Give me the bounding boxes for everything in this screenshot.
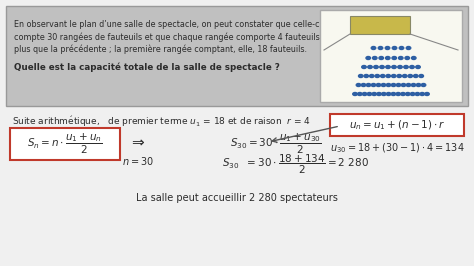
Ellipse shape [410, 93, 415, 95]
Ellipse shape [375, 74, 380, 77]
Ellipse shape [391, 93, 396, 95]
Ellipse shape [362, 65, 366, 69]
Ellipse shape [415, 93, 419, 95]
Ellipse shape [358, 74, 363, 77]
Ellipse shape [371, 84, 376, 86]
Ellipse shape [371, 47, 376, 49]
Text: compte 30 rangées de fauteuils et que chaque rangée comporte 4 fauteuils de: compte 30 rangées de fauteuils et que ch… [14, 32, 332, 41]
Ellipse shape [374, 65, 378, 69]
Ellipse shape [392, 74, 396, 77]
Ellipse shape [380, 65, 384, 69]
Ellipse shape [402, 74, 407, 77]
Ellipse shape [357, 93, 362, 95]
Ellipse shape [386, 93, 391, 95]
Ellipse shape [362, 93, 367, 95]
Ellipse shape [353, 93, 357, 95]
Ellipse shape [420, 93, 424, 95]
Ellipse shape [368, 65, 372, 69]
Ellipse shape [411, 84, 416, 86]
Bar [330, 114, 464, 136]
Bar [350, 16, 410, 34]
Ellipse shape [386, 65, 390, 69]
Ellipse shape [421, 84, 426, 86]
Text: Quelle est la capacité totale de la salle de spectacle ?: Quelle est la capacité totale de la sall… [14, 62, 280, 72]
Ellipse shape [392, 47, 397, 49]
Ellipse shape [378, 47, 383, 49]
Ellipse shape [408, 74, 412, 77]
Ellipse shape [397, 74, 401, 77]
Ellipse shape [396, 84, 401, 86]
Ellipse shape [373, 56, 377, 60]
Ellipse shape [385, 56, 390, 60]
Ellipse shape [356, 84, 361, 86]
Ellipse shape [361, 84, 366, 86]
Ellipse shape [401, 93, 405, 95]
Ellipse shape [411, 56, 416, 60]
Ellipse shape [399, 56, 403, 60]
Ellipse shape [416, 65, 420, 69]
Ellipse shape [370, 74, 374, 77]
Ellipse shape [396, 93, 401, 95]
Text: $u_n = u_1 + (n - 1) \cdot r$: $u_n = u_1 + (n - 1) \cdot r$ [349, 118, 445, 132]
Ellipse shape [386, 84, 391, 86]
Ellipse shape [366, 84, 371, 86]
Ellipse shape [419, 74, 423, 77]
Ellipse shape [366, 56, 371, 60]
Ellipse shape [381, 84, 386, 86]
Ellipse shape [405, 56, 410, 60]
Ellipse shape [376, 84, 381, 86]
Ellipse shape [399, 47, 404, 49]
Ellipse shape [391, 84, 396, 86]
Ellipse shape [382, 93, 386, 95]
Ellipse shape [377, 93, 381, 95]
Ellipse shape [413, 74, 418, 77]
Ellipse shape [416, 84, 421, 86]
Ellipse shape [386, 74, 391, 77]
Bar [10, 128, 120, 160]
Ellipse shape [410, 65, 414, 69]
Text: $S_{30}\ \ = 30 \cdot \dfrac{18 + 134}{2} = 2\ 280$: $S_{30}\ \ = 30 \cdot \dfrac{18 + 134}{2… [222, 153, 369, 176]
Ellipse shape [404, 65, 408, 69]
Ellipse shape [381, 74, 385, 77]
Ellipse shape [392, 65, 396, 69]
Text: $u_{30} = 18 + (30 - 1) \cdot 4 = 134$: $u_{30} = 18 + (30 - 1) \cdot 4 = 134$ [330, 141, 465, 155]
Text: $S_n = n \cdot \dfrac{u_1 + u_n}{2}$: $S_n = n \cdot \dfrac{u_1 + u_n}{2}$ [27, 132, 103, 156]
Ellipse shape [425, 93, 429, 95]
Ellipse shape [379, 56, 383, 60]
Ellipse shape [385, 47, 390, 49]
Text: $S_{30} = 30 \cdot \dfrac{u_1 + u_{30}}{2}$: $S_{30} = 30 \cdot \dfrac{u_1 + u_{30}}{… [230, 132, 322, 156]
Ellipse shape [364, 74, 368, 77]
Text: $n = 30$: $n = 30$ [122, 155, 154, 167]
Text: plus que la précédente ; la première rangée comptant, elle, 18 fauteuils.: plus que la précédente ; la première ran… [14, 44, 307, 53]
Bar [6, 6, 468, 106]
Text: $\Rightarrow$: $\Rightarrow$ [129, 134, 146, 148]
Bar [320, 10, 462, 102]
Ellipse shape [406, 93, 410, 95]
Ellipse shape [367, 93, 372, 95]
Text: Suite arithm$\acute{\rm e}$tique,   de premier terme $u_1$ = 18 et de raison  $r: Suite arithm$\acute{\rm e}$tique, de pre… [12, 114, 311, 129]
Ellipse shape [392, 56, 396, 60]
Text: En observant le plan d’une salle de spectacle, on peut constater que celle-ci: En observant le plan d’une salle de spec… [14, 20, 322, 29]
Ellipse shape [372, 93, 376, 95]
Ellipse shape [401, 84, 406, 86]
Text: La salle peut accueillir 2 280 spectateurs: La salle peut accueillir 2 280 spectateu… [136, 193, 338, 203]
Ellipse shape [406, 47, 411, 49]
Ellipse shape [406, 84, 411, 86]
Ellipse shape [398, 65, 402, 69]
